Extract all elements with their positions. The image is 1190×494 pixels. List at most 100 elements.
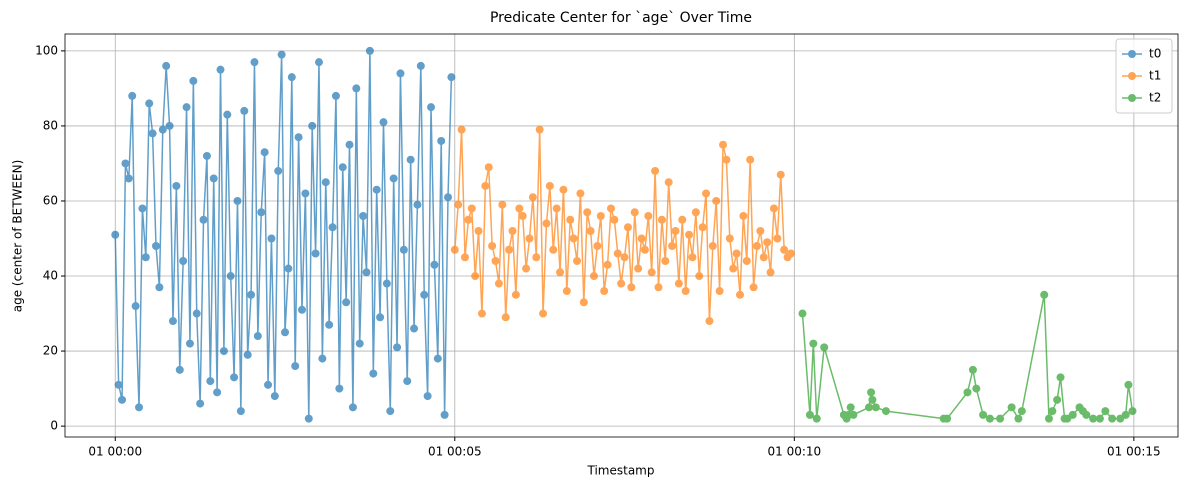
marker [515, 204, 524, 213]
series [111, 46, 456, 423]
marker [464, 215, 473, 224]
marker [179, 257, 188, 266]
legend-box [1115, 38, 1173, 114]
marker [763, 238, 772, 247]
marker [488, 242, 497, 251]
marker [247, 290, 256, 299]
marker [413, 200, 422, 209]
marker [566, 215, 575, 224]
marker [583, 208, 592, 217]
marker [732, 249, 741, 258]
marker [168, 317, 177, 326]
marker [406, 155, 415, 164]
marker [216, 65, 225, 74]
marker [460, 253, 469, 262]
marker [219, 347, 228, 356]
marker [314, 58, 323, 67]
marker [532, 253, 541, 262]
x-tick-label: 01 00:10 [767, 445, 821, 459]
marker [722, 155, 731, 164]
marker [420, 290, 429, 299]
marker [335, 384, 344, 393]
marker [471, 272, 480, 281]
marker [620, 253, 629, 262]
marker [511, 290, 520, 299]
marker [586, 226, 595, 235]
marker [1040, 290, 1049, 299]
marker [1089, 414, 1098, 423]
marker [325, 320, 334, 329]
marker [386, 407, 395, 416]
marker [651, 166, 660, 175]
y-tick-label: 20 [43, 344, 58, 358]
marker [812, 414, 821, 423]
marker [321, 178, 330, 187]
marker [644, 211, 653, 220]
marker [196, 399, 205, 408]
marker [569, 234, 578, 243]
marker [477, 309, 486, 318]
marker [1056, 373, 1065, 382]
marker [430, 260, 439, 269]
series [798, 290, 1137, 423]
marker [729, 264, 738, 273]
marker [281, 328, 290, 337]
marker [671, 226, 680, 235]
marker [617, 279, 626, 288]
x-tick-label: 01 00:15 [1107, 445, 1161, 459]
marker [454, 200, 463, 209]
marker [192, 309, 201, 318]
marker [545, 181, 554, 190]
marker [525, 234, 534, 243]
marker [182, 103, 191, 112]
marker [508, 226, 517, 235]
marker [155, 283, 164, 292]
marker [399, 245, 408, 254]
plot-frame [64, 33, 1179, 438]
marker [600, 287, 609, 296]
marker [345, 140, 354, 149]
marker [175, 365, 184, 374]
marker [1017, 407, 1026, 416]
marker [118, 395, 127, 404]
marker [379, 118, 388, 127]
marker [705, 317, 714, 326]
marker [640, 245, 649, 254]
marker [230, 373, 239, 382]
legend-swatch [1122, 72, 1142, 80]
legend-marker [1128, 72, 1136, 80]
y-axis-label: age (center of BETWEEN) [11, 160, 25, 312]
marker [559, 185, 568, 194]
marker [539, 309, 548, 318]
marker [809, 339, 818, 348]
x-axis-label: Timestamp [587, 464, 655, 478]
marker [603, 260, 612, 269]
marker [389, 174, 398, 183]
marker [518, 211, 527, 220]
marker [766, 268, 775, 277]
marker [695, 272, 704, 281]
legend-marker [1128, 50, 1136, 58]
marker [1048, 407, 1057, 416]
marker [291, 362, 300, 371]
marker [393, 343, 402, 352]
marker [427, 103, 436, 112]
marker [996, 414, 1005, 423]
marker [647, 268, 656, 277]
marker [284, 264, 293, 273]
marker [474, 226, 483, 235]
marker [805, 410, 814, 419]
marker [226, 272, 235, 281]
marker [362, 268, 371, 277]
marker [786, 249, 795, 258]
marker [301, 189, 310, 198]
marker [549, 245, 558, 254]
marker [613, 249, 622, 258]
marker [868, 395, 877, 404]
marker [165, 121, 174, 130]
legend-label: t0 [1149, 47, 1161, 61]
marker [348, 403, 357, 412]
marker [250, 58, 259, 67]
marker [702, 189, 711, 198]
marker [158, 125, 167, 134]
